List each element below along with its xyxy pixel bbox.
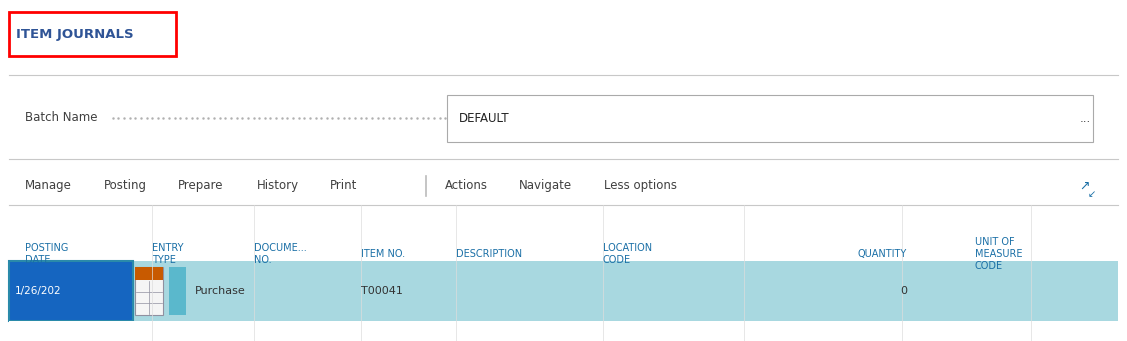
Text: History: History <box>257 179 299 192</box>
Text: UNIT OF
MEASURE
CODE: UNIT OF MEASURE CODE <box>975 237 1022 271</box>
FancyBboxPatch shape <box>447 95 1093 142</box>
Text: Purchase: Purchase <box>195 286 246 296</box>
Bar <box>9 321 1118 341</box>
Bar <box>135 267 163 280</box>
Text: DESCRIPTION: DESCRIPTION <box>456 249 523 259</box>
Text: DOCUME...
NO.: DOCUME... NO. <box>254 243 307 265</box>
Text: ITEM NO.: ITEM NO. <box>361 249 405 259</box>
Text: Print: Print <box>330 179 357 192</box>
Text: ...: ... <box>1080 112 1091 125</box>
Text: T00041: T00041 <box>361 286 402 296</box>
FancyBboxPatch shape <box>9 261 133 321</box>
Text: ITEM JOURNALS: ITEM JOURNALS <box>16 28 133 41</box>
Text: Manage: Manage <box>25 179 72 192</box>
Bar <box>169 267 186 314</box>
Text: ENTRY
TYPE: ENTRY TYPE <box>152 243 184 265</box>
Text: Navigate: Navigate <box>518 179 571 192</box>
Text: Prepare: Prepare <box>178 179 223 192</box>
Text: 0: 0 <box>900 286 907 296</box>
Text: DEFAULT: DEFAULT <box>459 112 509 125</box>
Text: Actions: Actions <box>445 179 488 192</box>
Bar <box>9 261 1118 321</box>
Text: QUANTITY: QUANTITY <box>858 249 907 259</box>
Text: POSTING
DATE: POSTING DATE <box>25 243 68 265</box>
Text: 1/26/202: 1/26/202 <box>15 286 61 296</box>
Text: LOCATION
CODE: LOCATION CODE <box>603 243 653 265</box>
Text: Less options: Less options <box>604 179 677 192</box>
Text: ↙: ↙ <box>1088 189 1095 199</box>
Text: Batch Name: Batch Name <box>25 111 97 124</box>
Text: Posting: Posting <box>104 179 147 192</box>
Text: ↗: ↗ <box>1080 179 1090 192</box>
FancyBboxPatch shape <box>135 267 163 314</box>
FancyBboxPatch shape <box>9 12 176 56</box>
